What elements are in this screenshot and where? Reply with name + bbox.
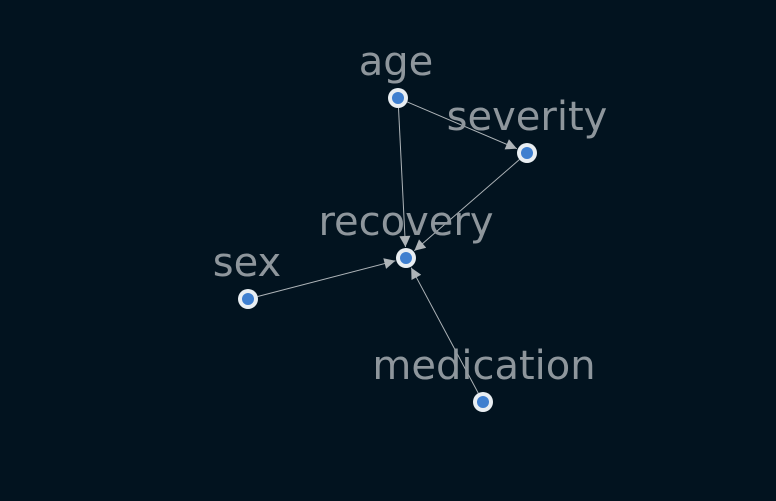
edge-sex-to-recovery [257,258,396,297]
edge-age-to-recovery [398,107,411,248]
nodes-layer [238,88,537,412]
node-core [521,147,533,159]
node-core [400,252,412,264]
node-medication[interactable] [473,392,493,412]
node-label-medication: medication [372,343,595,389]
node-core [477,396,489,408]
labels-layer: age severity recovery sex medication [213,39,608,389]
node-sex[interactable] [238,289,258,309]
edge-age-to-severity [407,101,518,150]
node-label-sex: sex [213,240,281,286]
node-label-severity: severity [447,94,608,140]
edge-severity-to-recovery [413,159,520,252]
node-recovery[interactable] [396,248,416,268]
node-label-recovery: recovery [318,199,493,245]
node-severity[interactable] [517,143,537,163]
node-core [242,293,254,305]
edge-medication-to-recovery [410,267,479,394]
edges-layer [257,101,520,394]
node-core [392,92,404,104]
node-age[interactable] [388,88,408,108]
node-label-age: age [359,39,434,85]
